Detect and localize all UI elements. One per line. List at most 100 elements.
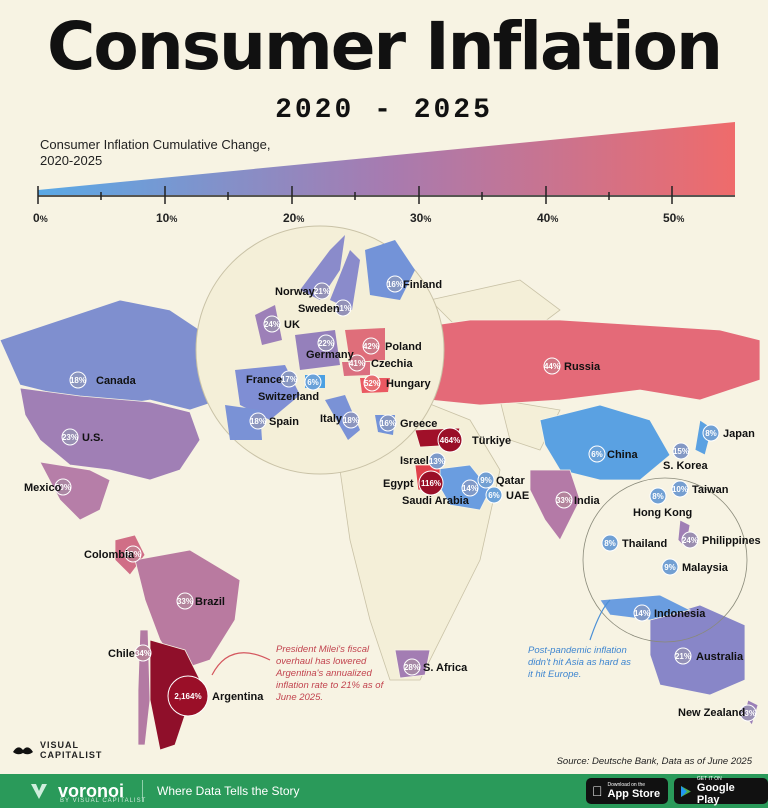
value-label: 52% [364, 379, 380, 388]
value-circle [61, 428, 79, 446]
value-label: 30% [55, 483, 71, 492]
country-norway [300, 235, 345, 300]
value-marker: 24% [681, 531, 699, 549]
annotation-asia: Post-pandemic inflation didn't hit Asia … [528, 645, 631, 680]
value-marker: 18% [342, 411, 360, 429]
value-label: 23% [62, 433, 78, 442]
value-marker: 15% [672, 442, 690, 460]
value-circle [363, 374, 381, 392]
country-italy [325, 395, 360, 440]
value-marker: 8% [702, 424, 720, 442]
value-circle [348, 354, 366, 372]
country-label: Greece [400, 418, 437, 430]
country-label: Taiwan [692, 484, 729, 496]
value-label: 13% [429, 457, 445, 466]
value-marker: 23% [61, 428, 79, 446]
country-label: Spain [269, 416, 299, 428]
value-label: 18% [70, 376, 86, 385]
legend-tick: 0% [33, 211, 48, 225]
value-label: 14% [462, 484, 478, 493]
country-label: Colombia [84, 549, 135, 561]
country-label: China [607, 449, 638, 461]
value-circle [263, 315, 281, 333]
googleplay-label: Google Play [696, 782, 735, 806]
country-label: Israel [400, 455, 429, 467]
country-label: Australia [696, 651, 744, 663]
country-label: Hungary [386, 378, 432, 390]
value-circle [702, 424, 720, 442]
value-label: 23% [740, 709, 756, 718]
country-australia [649, 604, 746, 696]
value-circle [379, 414, 397, 432]
value-label: 8% [604, 539, 616, 548]
value-circle [674, 647, 692, 665]
value-label: 41% [349, 359, 365, 368]
value-circle [124, 545, 142, 563]
value-marker: 42% [362, 337, 380, 355]
value-circle [428, 452, 446, 470]
google-play-button[interactable]: GET IT ON Google Play [674, 776, 768, 806]
value-label: 33% [177, 597, 193, 606]
value-marker: 21% [313, 282, 331, 300]
legend-tick: 50% [663, 211, 685, 225]
vc-line1: VISUAL [40, 740, 80, 750]
value-label: 18% [250, 417, 266, 426]
country-label: Thailand [622, 538, 667, 550]
value-marker: 21% [334, 299, 352, 317]
country-label: France [246, 374, 282, 386]
value-circle [555, 491, 573, 509]
country-label: Canada [96, 375, 137, 387]
value-circle [649, 487, 667, 505]
value-label: 15% [673, 447, 689, 456]
annotation-argentina: President Milei's fiscal overhaul has lo… [276, 644, 384, 703]
value-circle [386, 275, 404, 293]
value-marker: 34% [134, 644, 152, 662]
country-label: Finland [403, 279, 442, 291]
tagline: Where Data Tells the Story [157, 784, 300, 798]
value-marker: 16% [379, 414, 397, 432]
value-marker: 41% [348, 354, 366, 372]
country-label: Qatar [496, 475, 525, 487]
legend-tick: 10% [156, 211, 178, 225]
value-circle [477, 471, 495, 489]
value-circle [461, 479, 479, 497]
country-label: Czechia [371, 358, 413, 370]
value-label: 9% [664, 563, 676, 572]
value-circle [54, 478, 72, 496]
value-circle [176, 592, 194, 610]
country-us [19, 387, 201, 481]
annotation-arrow-asia [589, 599, 611, 641]
country-label: Türkiye [472, 435, 511, 447]
value-marker: 6% [304, 373, 322, 391]
value-marker: 116% [418, 470, 444, 496]
value-label: 34% [135, 649, 151, 658]
brand-sub: BY VISUAL CAPITALIST [60, 798, 147, 804]
value-circle [485, 486, 503, 504]
value-label: 16% [380, 419, 396, 428]
value-label: 44% [544, 362, 560, 371]
value-marker: 17% [280, 370, 298, 388]
value-label: 24% [264, 320, 280, 329]
country-label: New Zealand [678, 707, 745, 719]
country-saudi [429, 464, 491, 511]
value-label: 8% [652, 492, 664, 501]
value-circle [661, 558, 679, 576]
value-marker: 39% [124, 545, 142, 563]
country-label: Mexico [24, 482, 62, 494]
googleplay-small-label: GET IT ON [696, 776, 722, 782]
vc-mustache-icon [13, 747, 33, 755]
value-label: 28% [404, 663, 420, 672]
value-label: 22% [318, 339, 334, 348]
value-marker: 28% [403, 658, 421, 676]
value-marker: 8% [601, 534, 619, 552]
country-label: Philippines [702, 535, 761, 547]
brand-name: voronoi [58, 780, 124, 801]
value-circle [362, 337, 380, 355]
value-circle [69, 371, 87, 389]
value-marker: 8% [649, 487, 667, 505]
value-marker: 9% [661, 558, 679, 576]
value-marker: 52% [363, 374, 381, 392]
asia-inset [582, 477, 748, 643]
value-label: 24% [682, 536, 698, 545]
